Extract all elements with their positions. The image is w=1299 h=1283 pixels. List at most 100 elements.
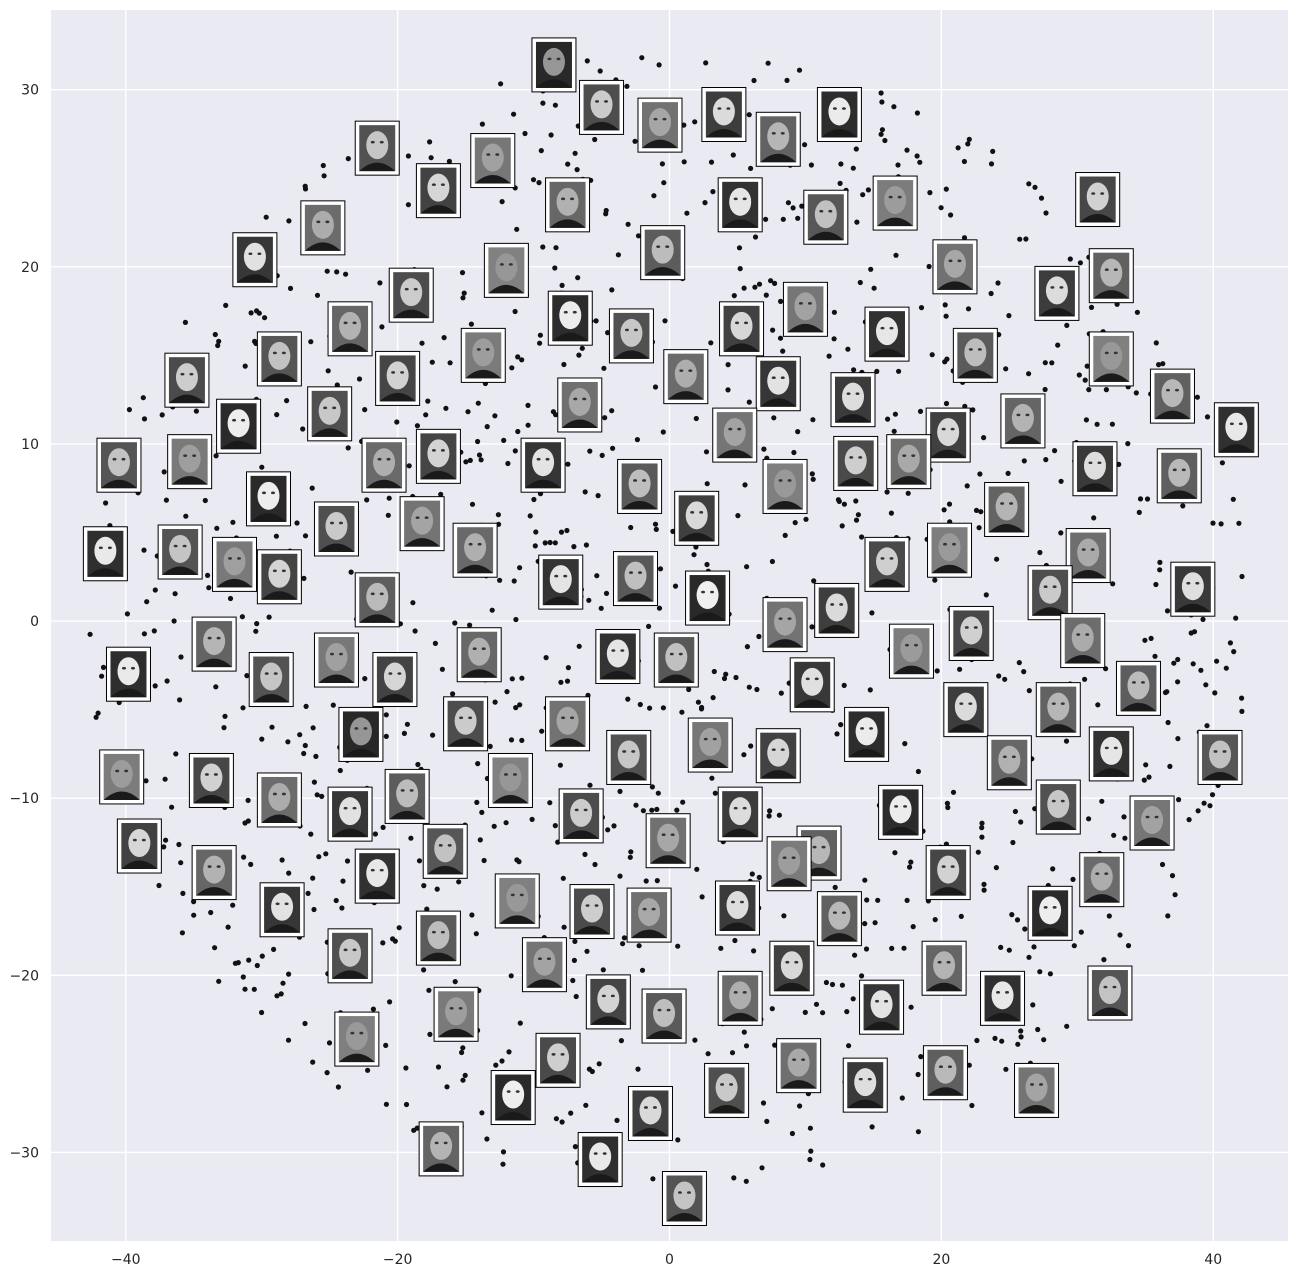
face-shape	[533, 947, 556, 976]
scatter-point	[1026, 954, 1032, 960]
scatter-point	[180, 890, 186, 897]
shoulders-shape	[465, 369, 502, 379]
shoulders-shape	[420, 205, 457, 214]
scatter-point	[1159, 861, 1166, 868]
face-shape	[542, 47, 565, 76]
scatter-point	[463, 459, 469, 465]
face-thumbnail	[1000, 393, 1046, 449]
face-thumbnail	[313, 501, 359, 557]
scatter-point	[337, 767, 343, 774]
scatter-point	[335, 1084, 341, 1090]
face-shape	[1098, 976, 1121, 1005]
scatter-point	[543, 655, 549, 661]
eye-shape	[377, 457, 382, 461]
shoulders-shape	[1093, 373, 1130, 382]
scatter-point	[850, 996, 856, 1002]
eye-shape	[904, 643, 909, 647]
eye-shape	[572, 310, 577, 314]
scatter-point	[1037, 549, 1043, 556]
eye-shape	[338, 521, 343, 525]
eye-shape	[880, 557, 885, 560]
scatter-point	[1021, 458, 1027, 464]
face-shape	[730, 311, 753, 340]
face-thumbnail	[952, 327, 998, 383]
face-thumbnail	[418, 1121, 464, 1177]
face-thumbnail	[755, 728, 801, 784]
scatter-point	[705, 1051, 711, 1057]
scatter-point	[869, 1124, 875, 1130]
shoulders-shape	[692, 759, 729, 769]
scatter-point	[736, 245, 743, 251]
scatter-point	[517, 702, 523, 708]
scatter-point	[759, 1165, 765, 1171]
scatter-point	[1125, 943, 1132, 949]
eye-shape	[959, 702, 964, 705]
scatter-point	[1175, 656, 1181, 663]
scatter-point	[905, 490, 911, 496]
scatter-point	[576, 352, 582, 358]
face-thumbnail	[535, 1032, 581, 1088]
eye-shape	[141, 838, 146, 842]
eye-shape	[717, 107, 722, 110]
scatter-point	[344, 858, 351, 864]
scatter-point	[514, 226, 520, 232]
scatter-point	[285, 1037, 292, 1043]
scatter-point	[976, 525, 982, 531]
scatter-point	[225, 924, 231, 930]
scatter-point	[862, 877, 868, 883]
shoulders-shape	[719, 922, 756, 932]
eye-shape	[1213, 750, 1218, 753]
eye-shape	[486, 153, 491, 156]
scatter-point	[459, 1049, 465, 1056]
scatter-point	[944, 356, 950, 362]
scatter-point	[1077, 260, 1083, 266]
face-shape	[884, 186, 907, 215]
shoulders-shape	[100, 479, 137, 489]
scatter-point	[320, 162, 326, 169]
scatter-point	[926, 263, 932, 270]
scatter-point	[999, 1038, 1005, 1044]
face-shape	[349, 717, 372, 746]
scatter-point	[557, 762, 564, 768]
shoulders-shape	[1040, 724, 1077, 733]
scatter-point	[491, 823, 497, 829]
shoulders-shape	[1038, 307, 1075, 317]
scatter-point	[540, 100, 546, 106]
eye-shape	[841, 911, 846, 914]
face-shape	[875, 547, 898, 576]
scatter-point	[647, 705, 653, 711]
scatter-point	[915, 1071, 921, 1078]
scatter-point	[223, 302, 229, 308]
scatter-point	[970, 407, 976, 413]
scatter-point	[456, 879, 462, 885]
face-shape	[729, 187, 752, 216]
scatter-point	[242, 820, 248, 826]
eye-shape	[1009, 502, 1014, 505]
face-shape	[271, 892, 294, 921]
face-shape	[787, 1048, 810, 1077]
eye-shape	[563, 310, 568, 314]
face-thumbnail	[921, 940, 967, 996]
scatter-point	[732, 937, 738, 944]
scatter-point	[519, 675, 525, 681]
shoulders-shape	[447, 738, 484, 747]
x-tick-label: 20	[932, 1252, 950, 1268]
face-shape	[729, 797, 752, 826]
eye-shape	[1140, 681, 1145, 684]
scatter-point	[426, 987, 432, 993]
eye-shape	[611, 649, 616, 652]
scatter-point	[889, 945, 895, 952]
scatter-point	[564, 678, 571, 684]
shoulders-shape	[837, 477, 874, 487]
eye-shape	[894, 805, 899, 808]
scatter-point	[902, 741, 908, 747]
eye-shape	[503, 773, 508, 776]
eye-shape	[316, 220, 321, 224]
face-thumbnail	[859, 979, 905, 1035]
eye-shape	[801, 1058, 806, 1061]
scatter-point	[867, 687, 873, 693]
scatter-point	[594, 573, 600, 579]
shoulders-shape	[121, 860, 158, 870]
scatter-point	[996, 673, 1002, 679]
